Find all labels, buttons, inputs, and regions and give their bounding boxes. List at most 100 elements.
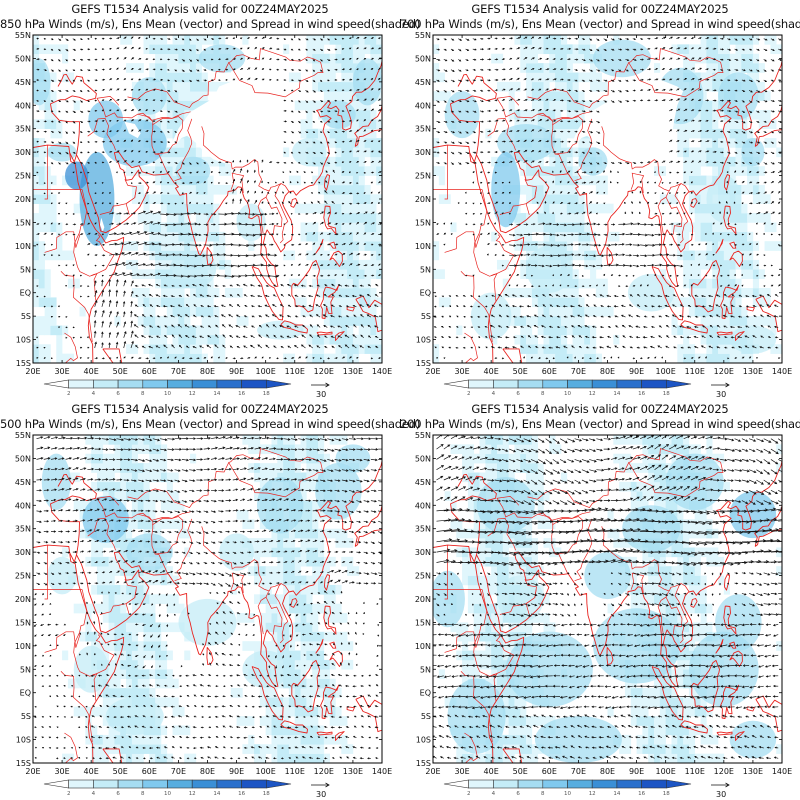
spread-cell [364, 231, 371, 242]
spread-cell [201, 91, 208, 101]
spread-cell [335, 306, 342, 317]
spread-cell [706, 325, 713, 336]
wind-vector [671, 304, 677, 308]
spread-cell [33, 53, 40, 64]
spread-cell [601, 81, 608, 92]
wind-vector [694, 315, 699, 318]
lon-tick-label: 130E [743, 367, 763, 376]
wind-vector [130, 290, 134, 297]
spread-cell [376, 44, 382, 55]
wind-vector [109, 357, 112, 360]
spread-cell [341, 128, 348, 139]
wind-vector [589, 131, 594, 134]
wind-vector [508, 284, 511, 287]
spread-cell [358, 278, 365, 289]
wind-vector [720, 151, 724, 154]
wind-vector [485, 305, 488, 308]
wind-vector [130, 241, 140, 246]
wind-vector [330, 304, 335, 308]
wind-vector [87, 161, 91, 164]
wind-vector [753, 324, 757, 328]
wind-vector [720, 130, 724, 133]
wind-vector [563, 315, 568, 318]
spread-cell [555, 297, 562, 308]
wind-vector [509, 119, 513, 122]
wind-vector [586, 294, 590, 297]
wind-vector [479, 233, 483, 236]
wind-vector [463, 336, 466, 339]
wind-vector [738, 294, 743, 297]
spread-cell [549, 297, 556, 308]
spread-cell [526, 53, 533, 64]
wind-vector [436, 90, 440, 93]
spread-cell [143, 288, 150, 298]
wind-vector [264, 294, 270, 298]
spread-cell [143, 241, 150, 251]
spread-cell [752, 72, 760, 83]
wind-vector [487, 120, 492, 123]
spread-cell [531, 222, 538, 233]
spread-cell [201, 81, 208, 92]
country-border [674, 183, 689, 244]
spread-cell [195, 213, 202, 223]
spread-cell [329, 241, 336, 251]
spread-cell [747, 213, 754, 223]
wind-vector [167, 213, 177, 217]
spread-cell [584, 44, 591, 55]
wind-vector [581, 38, 586, 41]
wind-vector [622, 345, 626, 349]
spread-cell [520, 231, 527, 242]
spread-cell [566, 288, 573, 298]
wind-vector [501, 243, 505, 246]
wind-vector [450, 48, 455, 51]
wind-vector [567, 274, 571, 277]
spread-cell [508, 306, 515, 317]
spread-cell [572, 128, 579, 139]
spread-cell [549, 100, 556, 111]
spread-cell [38, 297, 45, 308]
spread-cell [526, 353, 533, 363]
wind-vector [705, 99, 710, 102]
spread-cell [347, 147, 354, 158]
wind-vector [574, 110, 579, 113]
spread-cell [659, 269, 666, 279]
spread-cell [706, 344, 713, 354]
spread-cell [190, 53, 197, 64]
wind-vector [773, 304, 779, 308]
wind-vector [698, 119, 702, 122]
spread-cell [44, 344, 51, 354]
wind-vector [296, 170, 299, 174]
wind-vector [730, 315, 735, 318]
wind-vector [712, 254, 715, 256]
wind-vector [152, 48, 156, 51]
wind-vector [65, 326, 68, 329]
wind-vector [254, 356, 257, 359]
spread-cell [560, 297, 568, 308]
wind-vector [487, 181, 491, 184]
spread-cell [560, 35, 568, 45]
spread-cell [329, 278, 336, 289]
wind-vector [509, 233, 516, 237]
wind-vector [152, 88, 156, 91]
wind-vector [778, 48, 782, 51]
spread-cell [543, 109, 550, 120]
wind-vector [571, 345, 575, 349]
spread-cell [347, 231, 354, 242]
wind-vector [657, 294, 662, 298]
wind-vector [239, 77, 244, 81]
spread-cell [160, 63, 168, 73]
spread-cell [201, 194, 208, 204]
spread-cell [590, 72, 597, 83]
wind-map: 15S10S5SEQ5N10N15N20N25N30N35N40N45N50N5… [415, 31, 792, 399]
wind-vector [138, 119, 142, 122]
wind-vector [341, 181, 346, 184]
wind-vector [185, 345, 190, 349]
wind-vector [309, 314, 314, 318]
wind-vector [578, 346, 583, 349]
wind-vector [378, 140, 381, 143]
wind-vector [320, 264, 324, 267]
terrain-mask [169, 77, 284, 167]
wind-vector [152, 210, 162, 215]
wind-vector [50, 59, 54, 62]
wind-vector [555, 346, 561, 349]
